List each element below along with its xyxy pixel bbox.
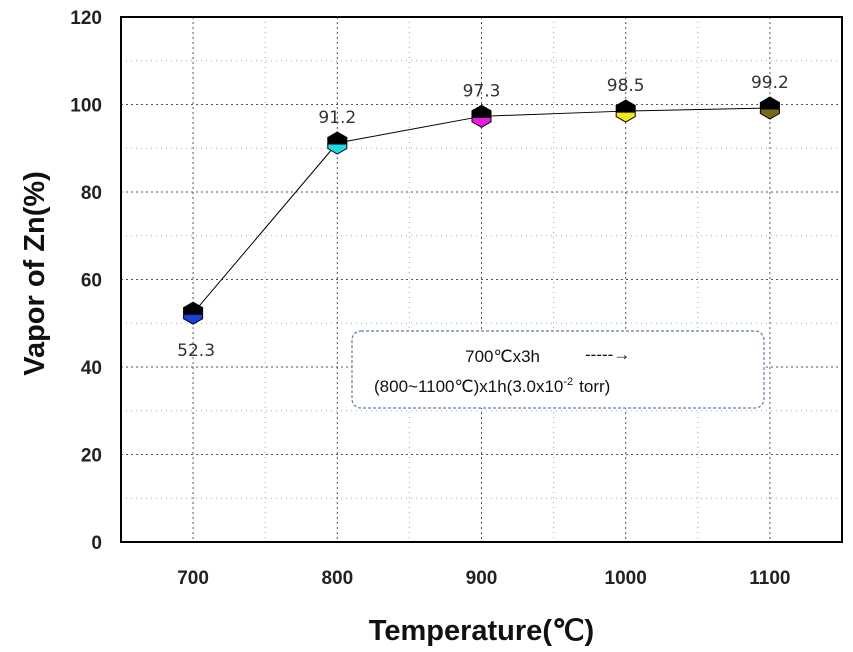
x-tick-label: 700	[177, 568, 209, 589]
annotation-exponent: -2	[563, 376, 573, 388]
data-point	[759, 96, 780, 120]
y-tick-label: 100	[70, 96, 102, 117]
y-axis-title: Vapor of Zn(%)	[19, 171, 51, 376]
data-labels: 52.3 91.2 97.3 98.5 99.2	[177, 73, 789, 361]
data-markers	[183, 96, 780, 325]
y-tick-label: 0	[91, 533, 102, 554]
data-point-marker-top	[760, 97, 780, 110]
x-tick-label: 900	[466, 568, 498, 589]
annotation-arrow: -----→	[585, 345, 630, 364]
data-point	[327, 131, 348, 155]
data-point-marker-top	[183, 302, 203, 315]
data-point	[183, 301, 204, 325]
x-tick-label: 800	[321, 568, 353, 589]
data-point-marker-top	[616, 100, 636, 113]
data-point-marker-top	[327, 132, 347, 145]
y-tick-label: 120	[70, 8, 102, 29]
data-point	[471, 104, 492, 128]
x-axis-ticks: 700 800 900 1000 1100	[177, 568, 790, 589]
y-tick-label: 40	[81, 358, 102, 379]
annotation-box: 700℃x3h -----→ (800~1100℃)x1h(3.0x10-2 to…	[351, 330, 765, 409]
data-point-marker-top	[471, 105, 492, 118]
annotation-line-2-end: torr)	[579, 377, 610, 396]
grid	[121, 17, 842, 542]
data-label: 52.3	[177, 341, 215, 361]
data-point	[615, 99, 636, 123]
annotation-line-1: 700℃x3h	[465, 347, 540, 366]
y-tick-label: 60	[81, 271, 102, 292]
x-tick-label: 1100	[749, 568, 790, 589]
y-axis-ticks: 0 20 40 60 80 100 120	[70, 8, 102, 554]
data-label: 99.2	[751, 73, 789, 93]
x-axis-title: Temperature(℃)	[369, 615, 594, 647]
y-tick-label: 80	[81, 183, 102, 204]
data-label: 97.3	[463, 81, 501, 101]
y-tick-label: 20	[81, 446, 102, 467]
x-tick-label: 1000	[605, 568, 647, 589]
annotation-line-2-main: (800~1100℃)x1h(3.0x10	[374, 377, 563, 396]
data-label: 91.2	[318, 108, 356, 128]
plot-frame	[120, 16, 843, 543]
annotation-line-2: (800~1100℃)x1h(3.0x10-2 torr)	[374, 376, 610, 396]
data-label: 98.5	[607, 76, 645, 96]
annotation-frame	[351, 330, 765, 409]
